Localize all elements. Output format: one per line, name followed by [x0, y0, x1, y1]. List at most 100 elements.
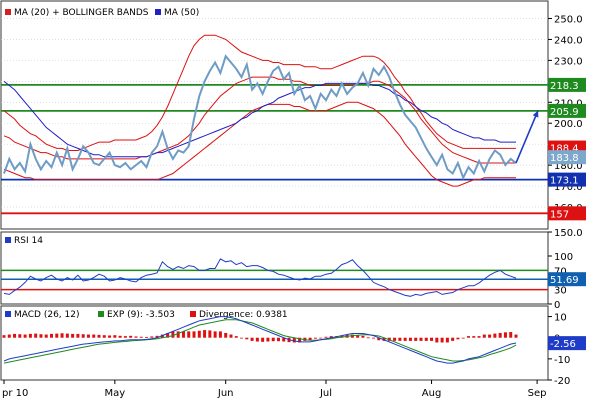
- rsi-level-label: 30: [554, 286, 567, 297]
- divergence-bar: [398, 337, 402, 341]
- ma20-line: [3, 76, 516, 164]
- macd-legend: MACD (26, 12) EXP (9): -3.503 Divergence…: [5, 310, 288, 320]
- level-tag-box: [548, 77, 586, 92]
- divergence-bar: [224, 332, 228, 338]
- divergence-bar: [86, 334, 90, 338]
- level-tag-label: 173.1: [550, 176, 579, 187]
- y-tick-label: 240.0: [554, 35, 583, 46]
- divergence-bar: [240, 337, 244, 339]
- legend-label-ma20: MA (20) + BOLLINGER BANDS: [14, 8, 149, 18]
- price-panel: MA (20) + BOLLINGER BANDS MA (50) 250.0 2…: [0, 0, 586, 230]
- divergence-bar: [7, 334, 11, 338]
- level-tag-box: [548, 172, 586, 187]
- divergence-bar: [166, 332, 170, 338]
- y-tick-label: 250.0: [554, 14, 583, 25]
- y-tick-label: 10: [554, 313, 567, 324]
- divergence-bar: [488, 334, 492, 338]
- divergence-bar: [408, 337, 412, 341]
- x-tick-label: Jun: [217, 388, 234, 399]
- legend-label-macd: MACD (26, 12): [14, 310, 80, 320]
- divergence-bar: [23, 334, 27, 338]
- divergence-bar: [498, 332, 502, 338]
- divergence-bar: [50, 333, 54, 338]
- divergence-bar: [350, 334, 354, 338]
- divergence-bar: [361, 335, 365, 338]
- macd-value-tag-box: [548, 336, 586, 351]
- divergence-bar: [308, 337, 312, 341]
- divergence-bar: [150, 336, 154, 338]
- divergence-bar: [329, 336, 333, 338]
- divergence-bar: [55, 333, 59, 338]
- y-tick-label: 200.0: [554, 119, 583, 130]
- level-tag-label: 157: [550, 209, 569, 220]
- legend-swatch-exp: [98, 311, 104, 317]
- divergence-bar: [155, 335, 159, 338]
- divergence-bar: [313, 337, 317, 339]
- divergence-bar: [509, 332, 513, 338]
- divergence-bar: [71, 333, 75, 338]
- divergence-bar: [245, 337, 249, 340]
- y-tick-label: 210.0: [554, 98, 583, 109]
- divergence-bar: [197, 330, 201, 338]
- x-tick-label: Jul: [319, 388, 332, 399]
- divergence-bar: [366, 337, 370, 339]
- rsi-title: RSI 14: [14, 236, 43, 246]
- level-tag-label: 205.9: [550, 107, 579, 118]
- forecast-arrow-head: [532, 110, 539, 118]
- rsi-value-tag-box: [548, 272, 586, 287]
- divergence-bar: [97, 334, 101, 338]
- divergence-bar: [213, 331, 217, 338]
- price-lines: [3, 54, 539, 181]
- x-tick-label: Sep: [528, 388, 547, 399]
- divergence-bar: [255, 337, 259, 342]
- y-tick-label: 180.0: [554, 161, 583, 172]
- rsi-line: [3, 258, 517, 297]
- level-tag-box: [548, 103, 586, 118]
- divergence-bar: [430, 337, 434, 341]
- divergence-bar: [76, 333, 80, 338]
- x-tick-label: May: [105, 388, 126, 399]
- divergence-bar: [461, 337, 465, 339]
- divergence-bar: [324, 336, 328, 338]
- value-tag-label: 188.4: [550, 144, 579, 155]
- macd-value-tag-label: -2.56: [550, 339, 576, 350]
- rsi-levels: 70 30: [1, 266, 567, 297]
- divergence-bar: [472, 336, 476, 338]
- divergence-bar: [171, 331, 175, 338]
- divergence-bar: [503, 332, 507, 338]
- divergence-bar: [108, 335, 112, 338]
- divergence-bar: [292, 337, 296, 343]
- price-gridlines: [1, 18, 548, 208]
- divergence-bar: [393, 337, 397, 341]
- divergence-bar: [2, 335, 6, 338]
- x-tick-label: pr 10: [2, 388, 28, 399]
- rsi-value-tag: 51.69: [548, 272, 586, 287]
- legend-label-ma50: MA (50): [164, 8, 199, 18]
- divergence-bar: [176, 331, 180, 338]
- divergence-bar: [134, 336, 138, 338]
- divergence-bar: [65, 333, 69, 338]
- macd-lines: [3, 316, 517, 364]
- y-tick-label: 170.0: [554, 182, 583, 193]
- rsi-value-tag-label: 51.69: [550, 275, 579, 286]
- divergence-bar: [229, 334, 233, 338]
- divergence-bar: [218, 331, 222, 338]
- lower-band-line: [3, 101, 516, 187]
- legend-swatch-ma50: [155, 9, 161, 15]
- divergence-bar: [440, 337, 444, 343]
- divergence-bar: [145, 337, 149, 338]
- divergence-bar: [234, 336, 238, 338]
- value-tag-box: [548, 150, 586, 165]
- price-legend: MA (20) + BOLLINGER BANDS MA (50): [5, 8, 199, 18]
- divergence-bar: [28, 333, 32, 338]
- legend-label-exp: EXP (9): -3.503: [107, 310, 175, 320]
- y-tick-label: 150.0: [554, 228, 583, 239]
- divergence-bar: [451, 337, 455, 341]
- y-tick-label: 100: [554, 252, 573, 263]
- divergence-bar: [39, 334, 43, 338]
- x-tick-label: Aug: [422, 388, 442, 399]
- y-tick-label: -20: [554, 376, 570, 387]
- divergence-bar: [424, 337, 428, 341]
